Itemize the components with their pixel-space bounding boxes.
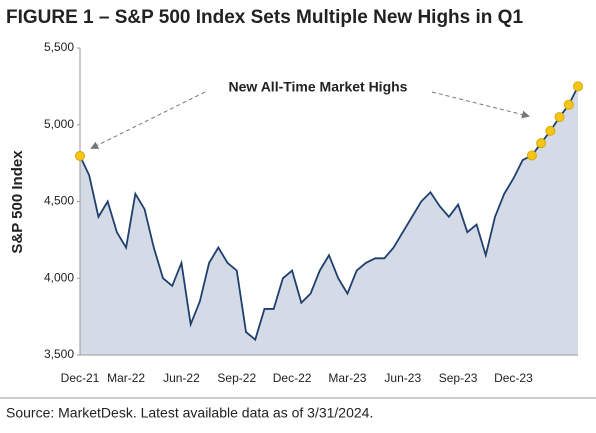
- x-tick-label: Jun-23: [384, 371, 421, 385]
- y-tick-label: 4,500: [44, 194, 74, 208]
- x-tick-label: Jun-22: [163, 371, 200, 385]
- annotation: New All-Time Market Highs: [229, 79, 408, 95]
- high-marker: [573, 81, 583, 92]
- x-tick-label: Dec-22: [273, 371, 312, 385]
- high-marker: [526, 150, 537, 161]
- high-marker: [75, 150, 85, 161]
- y-tick-label: 4,000: [44, 270, 74, 284]
- x-tick-label: Dec-21: [61, 371, 100, 385]
- x-tick-label: Mar-22: [107, 371, 145, 385]
- high-marker: [563, 99, 574, 110]
- annotation-arrow: [90, 91, 206, 149]
- high-marker: [536, 138, 547, 149]
- x-tick-label: Sep-22: [217, 371, 256, 385]
- y-axis-label: S&P 500 Index: [9, 150, 26, 254]
- area-fill: [80, 86, 578, 355]
- line: [79, 85, 579, 342]
- y-tick-label: 5,500: [44, 40, 74, 54]
- x-tick-label: Dec-23: [494, 371, 533, 385]
- source-note: Source: MarketDesk. Latest available dat…: [6, 405, 373, 421]
- high-marker: [545, 125, 556, 136]
- x-tick-label: Sep-23: [439, 371, 478, 385]
- y-tick-label: 3,500: [44, 347, 74, 361]
- y-tick-label: 5,000: [44, 117, 74, 131]
- chart-title: FIGURE 1 – S&P 500 Index Sets Multiple N…: [6, 7, 523, 28]
- high-marker: [554, 112, 565, 123]
- annotation-arrow: [431, 91, 530, 119]
- x-tick-label: Mar-23: [328, 371, 366, 385]
